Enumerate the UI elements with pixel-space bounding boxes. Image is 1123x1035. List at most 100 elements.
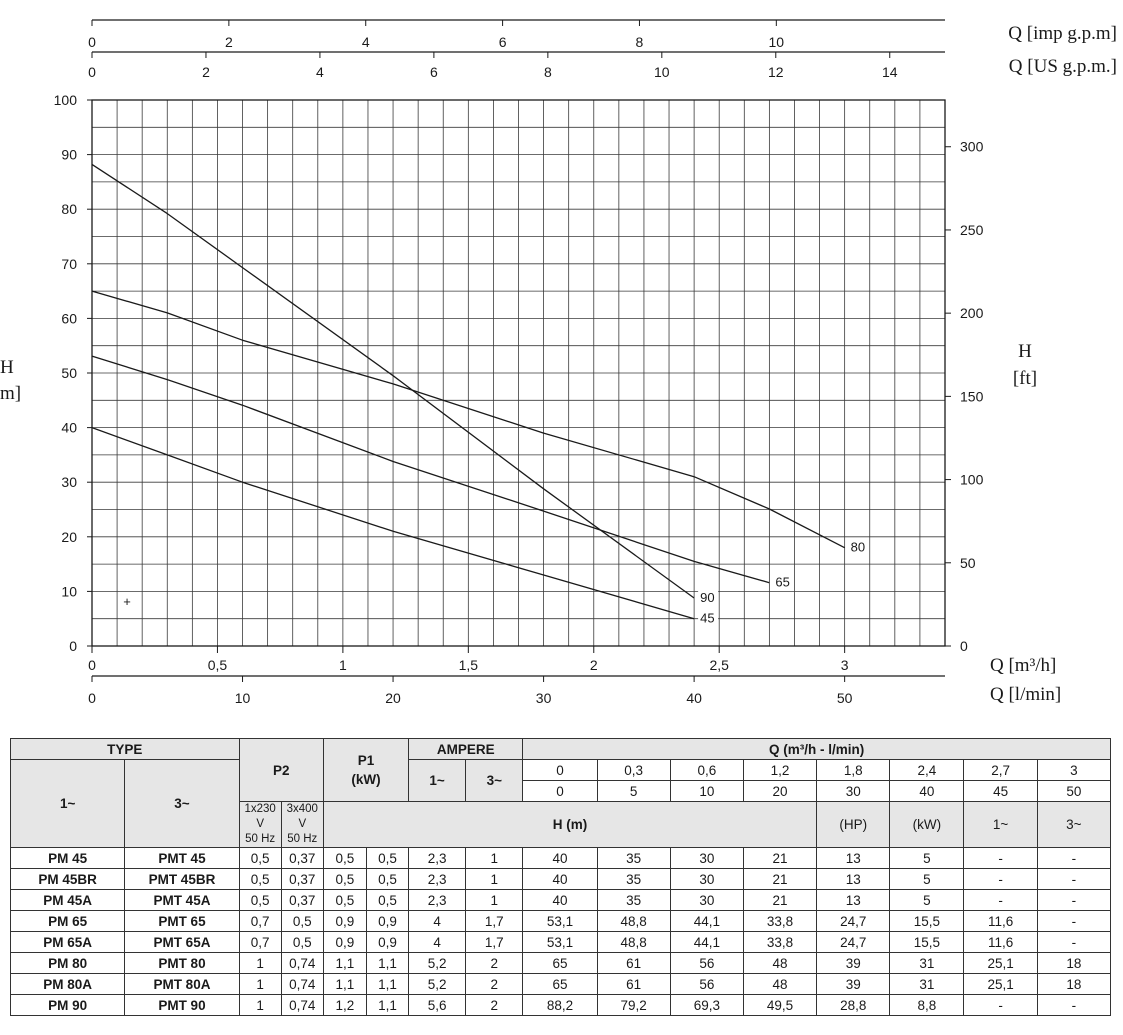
cell-a1: 5,2 <box>408 973 467 995</box>
cell-head-value: 40 <box>522 889 598 911</box>
right-axis-label-unit: [ft] <box>1013 368 1037 389</box>
cell-head-value: 8,8 <box>889 994 965 1016</box>
top-us-axis-label: Q [US g.p.m.] <box>1009 56 1117 77</box>
cell-head-value: 11,6 <box>963 910 1038 932</box>
p2-hp-header: (HP) <box>816 801 891 848</box>
cell-head-value: - <box>963 847 1038 869</box>
table-row: PM 90 PMT 90 1 0,74 1,2 1,1 5,6 2 88,2 79,2 69,3 49… <box>9 994 1112 1016</box>
single-phase-header: 1~ <box>9 759 126 848</box>
cell-t1: PM 80 <box>9 952 126 974</box>
ampere-1ph-header: 1~ <box>408 759 467 802</box>
series-label-bg <box>848 537 869 554</box>
q-m3h-value: 1,8 <box>816 759 891 781</box>
right-tick-label: 0 <box>960 638 968 654</box>
cell-t1: PM 90 <box>9 994 126 1016</box>
cell-a3: 1,7 <box>465 910 524 932</box>
bottom-lmin-tick-label: 40 <box>686 690 702 706</box>
cell-head-value: 5 <box>889 889 965 911</box>
pump-specification-table: TYPE P2 P1 (kW) AMPERE Q (m³/h - l/min) 1… <box>9 738 1112 1016</box>
three-phase-header: 3~ <box>124 759 240 848</box>
cell-t3: PMT 45A <box>124 889 240 911</box>
ampere-3ph-supply: 3x400 V 50 Hz <box>280 801 324 848</box>
bottom-m3h-tick-label: 0,5 <box>208 657 228 673</box>
cell-head-value: 24,7 <box>816 931 891 953</box>
cell-kw: 0,5 <box>280 931 324 953</box>
cell-p1a: 0,9 <box>322 910 367 932</box>
top-imp-tick-label: 10 <box>769 34 785 50</box>
left-tick-label: 30 <box>61 474 77 490</box>
left-tick-label: 60 <box>61 310 77 326</box>
cell-head-value: 21 <box>742 889 818 911</box>
q-m3h-value: 1,2 <box>742 759 818 781</box>
cell-p1a: 0,5 <box>322 868 367 890</box>
p2-header: P2 <box>238 738 324 802</box>
cell-t3: PMT 65 <box>124 910 240 932</box>
type-header: TYPE <box>10 738 240 760</box>
cell-head-value: 48,8 <box>596 931 671 953</box>
ampere-1ph-voltage: 1x230 V <box>244 803 276 830</box>
cell-p1b: 0,5 <box>365 847 410 869</box>
q-m3h-value: 0,3 <box>596 759 671 781</box>
series-label-bg <box>698 608 719 625</box>
bottom-lmin-tick-label: 50 <box>837 690 853 706</box>
head-header: H (m) <box>322 801 818 848</box>
cell-head-value: - <box>1036 868 1112 890</box>
cell-a3: 2 <box>465 973 524 995</box>
series-curve-80 <box>91 290 845 549</box>
cell-head-value: 25,1 <box>963 973 1038 995</box>
top-us-tick-label: 14 <box>882 64 898 80</box>
cell-t1: PM 80A <box>9 973 126 995</box>
ampere-3ph-voltage: 3x400 V <box>286 803 318 830</box>
cell-head-value: 30 <box>669 889 744 911</box>
cell-head-value: 40 <box>522 847 598 869</box>
cell-head-value: 88,2 <box>522 994 598 1016</box>
right-tick-label: 150 <box>960 388 984 404</box>
table-row: PM 45BR PMT 45BR 0,5 0,37 0,5 0,5 2,3 1 40 35 30 21… <box>9 868 1112 890</box>
cell-a3: 2 <box>465 994 524 1016</box>
cell-head-value: - <box>963 889 1038 911</box>
top-imp-tick-label: 4 <box>362 34 370 50</box>
q-m3h-value: 2,7 <box>963 759 1038 781</box>
q-header: Q (m³/h - l/min) <box>522 738 1111 760</box>
series-curve-65 <box>91 355 770 584</box>
cell-head-value: 21 <box>742 868 818 890</box>
cell-p1a: 1,1 <box>322 952 367 974</box>
cell-head-value: 25,1 <box>963 952 1038 974</box>
cell-a1: 2,3 <box>408 868 467 890</box>
bottom-m3h-tick-label: 2,5 <box>709 657 729 673</box>
cell-a3: 2 <box>465 952 524 974</box>
plus-marker: + <box>123 594 131 609</box>
ampere-3ph-frequency: 50 Hz <box>287 833 318 845</box>
series-label-90: 90 <box>700 590 714 605</box>
cell-head-value: 48 <box>742 973 818 995</box>
cell-head-value: 40 <box>522 868 598 890</box>
cell-head-value: - <box>1036 847 1112 869</box>
right-tick-label: 250 <box>960 222 984 238</box>
cell-head-value: 35 <box>596 868 671 890</box>
cell-head-value: - <box>1036 889 1112 911</box>
cell-head-value: 61 <box>596 973 671 995</box>
cell-t3: PMT 45 <box>124 847 240 869</box>
cell-t3: PMT 80A <box>124 973 240 995</box>
cell-head-value: 13 <box>816 847 891 869</box>
cell-head-value: 13 <box>816 889 891 911</box>
cell-head-value: 24,7 <box>816 910 891 932</box>
cell-p1b: 0,5 <box>365 868 410 890</box>
cell-head-value: 30 <box>669 868 744 890</box>
table-row: PM 65A PMT 65A 0,7 0,5 0,9 0,9 4 1,7 53,1 48,8 44,… <box>9 931 1112 953</box>
cell-p1b: 1,1 <box>365 952 410 974</box>
cell-head-value: 44,1 <box>669 910 744 932</box>
p1-label: P1 <box>357 753 375 768</box>
bottom-m3h-tick-label: 2 <box>590 657 598 673</box>
bottom-m3h-tick-label: 1 <box>339 657 347 673</box>
series-label-bg <box>698 587 719 604</box>
p2-kw-header: (kW) <box>889 801 965 848</box>
cell-head-value: 53,1 <box>522 931 598 953</box>
cell-p1a: 0,9 <box>322 931 367 953</box>
bottom-m3h-tick-label: 1,5 <box>459 657 479 673</box>
top-us-tick-label: 4 <box>316 64 324 80</box>
cell-head-value: 5 <box>889 868 965 890</box>
cell-p1a: 0,5 <box>322 889 367 911</box>
top-imp-tick-label: 6 <box>499 34 507 50</box>
cell-hp: 0,7 <box>238 910 282 932</box>
